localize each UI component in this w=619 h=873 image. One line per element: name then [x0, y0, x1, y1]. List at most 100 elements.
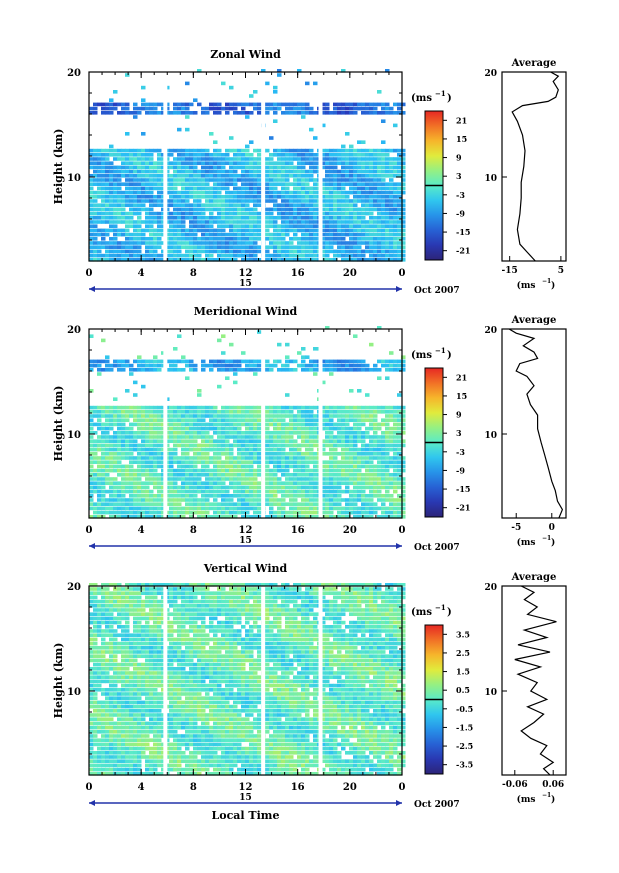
heatmap-cell — [389, 161, 394, 165]
heatmap-cell — [185, 232, 190, 237]
heatmap-cell — [293, 216, 298, 220]
heatmap-cell — [197, 431, 202, 435]
heatmap-cell — [373, 174, 378, 178]
heatmap-cell — [385, 767, 390, 772]
heatmap-cell — [273, 363, 278, 368]
heatmap-cell — [281, 148, 286, 153]
heatmap-cell — [121, 435, 126, 439]
heatmap-cell — [321, 228, 326, 233]
heatmap-cell — [253, 435, 258, 439]
heatmap-cell — [385, 418, 390, 422]
heatmap-cell — [133, 199, 138, 203]
heatmap-cell — [153, 195, 158, 199]
heatmap-cell — [337, 481, 342, 485]
heatmap-cell — [101, 456, 106, 460]
heatmap-cell — [193, 203, 198, 207]
heatmap-cell — [217, 485, 222, 490]
heatmap-cell — [169, 414, 174, 418]
heatmap-cell — [109, 237, 114, 241]
heatmap-cell — [325, 414, 330, 418]
heatmap-cell — [241, 182, 246, 186]
heatmap-cell — [153, 199, 158, 203]
heatmap-cell — [213, 443, 218, 448]
heatmap-cell — [233, 439, 238, 443]
heatmap-cell — [309, 515, 314, 519]
heatmap-cell — [309, 418, 314, 422]
heatmap-cell — [377, 153, 382, 157]
heatmap-cell — [221, 418, 226, 422]
heatmap-cell — [321, 368, 326, 372]
heatmap-cell — [313, 203, 318, 207]
heatmap-cell — [129, 494, 134, 498]
heatmap-cell — [225, 468, 230, 473]
heatmap-cell — [353, 241, 358, 245]
heatmap-cell — [385, 203, 390, 207]
heatmap-cell — [109, 447, 114, 452]
heatmap-cell — [269, 207, 274, 212]
date-label: 15 — [239, 279, 252, 289]
heatmap-cell — [117, 767, 122, 772]
heatmap-cell — [369, 211, 374, 216]
heatmap-cell — [377, 174, 382, 178]
heatmap-cell — [329, 456, 334, 460]
heatmap-cell — [105, 489, 110, 494]
heatmap-cell — [137, 410, 142, 414]
heatmap-cell — [393, 186, 398, 191]
heatmap-cell — [109, 220, 114, 224]
heatmap-cell — [305, 153, 310, 157]
heatmap-cell — [117, 232, 122, 237]
heatmap-cell — [221, 510, 226, 515]
heatmap-cell — [185, 464, 190, 469]
colorbar-tick-label: -9 — [456, 465, 465, 475]
heatmap-cell — [241, 245, 246, 249]
heatmap-cell — [365, 106, 370, 111]
heatmap-cell — [233, 435, 238, 439]
heatmap-cell — [109, 249, 114, 254]
heatmap-cell — [389, 418, 394, 422]
heatmap-cell — [393, 481, 398, 485]
heatmap-cell — [281, 414, 286, 418]
heatmap-cell — [205, 165, 210, 170]
heatmap-cell — [93, 460, 98, 464]
heatmap-cell — [89, 216, 94, 220]
heatmap-cell — [177, 498, 182, 502]
heatmap-cell — [325, 245, 330, 249]
heatmap-cell — [389, 111, 394, 115]
heatmap-cell — [169, 431, 174, 435]
heatmap-cell — [129, 489, 134, 494]
heatmap-cell — [205, 182, 210, 186]
heatmap-cell — [177, 494, 182, 498]
heatmap-cell — [201, 169, 206, 174]
heatmap-cell — [229, 174, 234, 178]
heatmap-cell — [289, 498, 294, 502]
heatmap-cell — [321, 106, 326, 111]
heatmap-cell — [133, 190, 138, 195]
heatmap-cell — [157, 443, 162, 448]
heatmap-cell — [277, 435, 282, 439]
heatmap-cell — [173, 220, 178, 224]
heatmap-cell — [109, 763, 114, 768]
heatmap-cell — [205, 456, 210, 460]
heatmap-cell — [241, 477, 246, 481]
heatmap-cell — [237, 359, 242, 364]
heatmap-cell — [209, 249, 214, 254]
heatmap-cell — [361, 224, 366, 228]
heatmap-cell — [89, 485, 94, 490]
heatmap-cell — [297, 460, 302, 464]
heatmap-cell — [89, 468, 94, 473]
heatmap-cell — [289, 502, 294, 506]
heatmap-cell — [389, 405, 394, 410]
heatmap-cell — [277, 447, 282, 452]
heatmap-cell — [169, 182, 174, 186]
heatmap-cell — [281, 506, 286, 511]
heatmap-cell — [321, 241, 326, 245]
heatmap-cell — [101, 464, 106, 469]
heatmap-cell — [293, 165, 298, 170]
heatmap-cell — [265, 456, 270, 460]
heatmap-cell — [105, 203, 110, 207]
heatmap-cell — [233, 380, 238, 385]
heatmap-cell — [269, 431, 274, 435]
heatmap-cell — [117, 220, 122, 224]
heatmap-cell — [205, 422, 210, 427]
heatmap-cell — [341, 153, 346, 157]
